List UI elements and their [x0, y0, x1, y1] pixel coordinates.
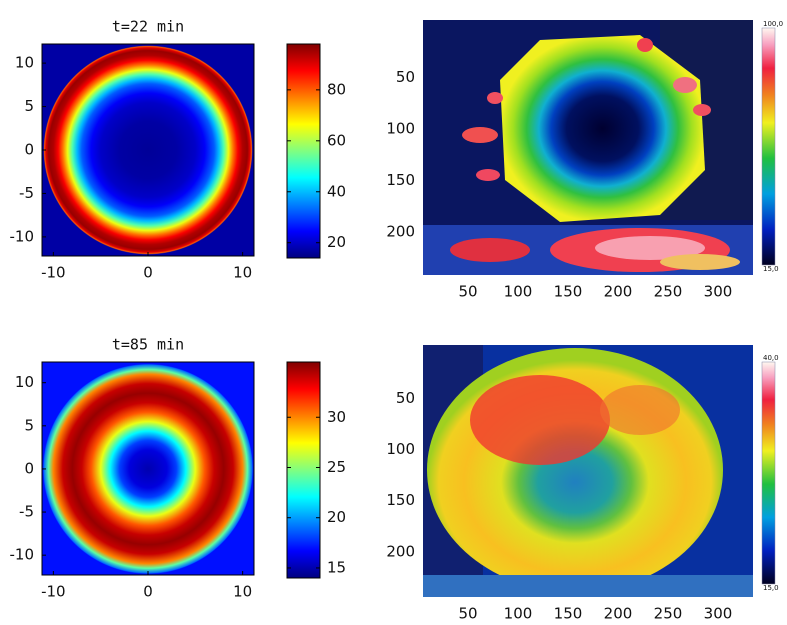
x-tick-label: 0	[143, 264, 153, 282]
x-tick-label: 10	[233, 264, 252, 282]
colorbar-tick-label: 30	[327, 408, 346, 426]
x-tick-label: 0	[143, 583, 153, 601]
colorbar-tick-label: 100,0	[763, 20, 783, 28]
colorbar-tick-label: 40	[327, 182, 346, 200]
colorbar-tick-label: 15	[327, 558, 346, 576]
y-tick-label: 50	[396, 389, 415, 407]
x-tick-label: 250	[654, 283, 683, 301]
colorbar-tick-label: 60	[327, 131, 346, 149]
chart-title: t=85 min	[112, 336, 184, 354]
y-tick-label: -10	[10, 227, 35, 245]
colorbar-tick-label: 20	[327, 233, 346, 251]
y-tick-label: 10	[15, 373, 34, 391]
x-tick-label: 50	[458, 605, 477, 623]
colorbar-tick-label: 40,0	[763, 354, 779, 362]
y-tick-label: 0	[24, 141, 34, 159]
y-tick-label: 200	[386, 222, 415, 240]
heatmap	[42, 362, 254, 575]
x-tick-label: 100	[504, 283, 533, 301]
thermal-photo	[423, 345, 753, 597]
colorbar-tick-label: 20	[327, 508, 346, 526]
y-tick-label: 100	[386, 119, 415, 137]
y-tick-label: -10	[10, 546, 35, 564]
x-tick-label: 50	[458, 283, 477, 301]
x-tick-label: 300	[704, 605, 733, 623]
x-tick-label: -10	[41, 264, 66, 282]
y-tick-label: 5	[24, 97, 34, 115]
colorbar-tick-label: 15,0	[763, 265, 779, 273]
heatmap	[42, 44, 254, 256]
x-tick-label: 200	[604, 283, 633, 301]
y-tick-label: 200	[386, 542, 415, 560]
colorbar	[286, 43, 321, 259]
x-tick-label: 10	[233, 583, 252, 601]
y-tick-label: 150	[386, 171, 415, 189]
y-tick-label: 5	[24, 416, 34, 434]
colorbar	[761, 27, 776, 266]
colorbar-tick-label: 25	[327, 458, 346, 476]
colorbar	[761, 361, 776, 585]
y-tick-label: -5	[19, 184, 34, 202]
thermal-photo	[423, 20, 753, 275]
y-tick-label: 0	[24, 459, 34, 477]
colorbar-tick-label: 15,0	[763, 584, 779, 592]
x-tick-label: 300	[704, 283, 733, 301]
colorbar-tick-label: 80	[327, 80, 346, 98]
colorbar	[286, 361, 321, 579]
x-tick-label: -10	[41, 583, 66, 601]
y-tick-label: -5	[19, 503, 34, 521]
y-tick-label: 10	[15, 54, 34, 72]
y-tick-label: 100	[386, 440, 415, 458]
x-tick-label: 150	[554, 605, 583, 623]
x-tick-label: 150	[554, 283, 583, 301]
y-tick-label: 150	[386, 491, 415, 509]
x-tick-label: 100	[504, 605, 533, 623]
x-tick-label: 250	[654, 605, 683, 623]
x-tick-label: 200	[604, 605, 633, 623]
y-tick-label: 50	[396, 68, 415, 86]
chart-title: t=22 min	[112, 18, 184, 36]
